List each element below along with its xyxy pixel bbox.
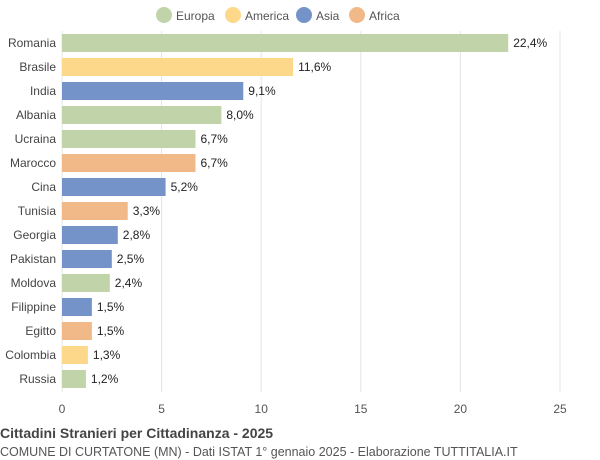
legend-marker-america: [225, 7, 241, 23]
data-label: 1,5%: [97, 324, 125, 338]
category-label: Marocco: [10, 156, 56, 170]
data-label: 3,3%: [133, 204, 161, 218]
x-tick-label: 10: [255, 402, 269, 416]
bar-moldova: [62, 274, 110, 292]
chart-title: Cittadini Stranieri per Cittadinanza - 2…: [0, 425, 274, 441]
bar-marocco: [62, 154, 196, 172]
legend-marker-asia: [296, 7, 312, 23]
category-label: Russia: [19, 372, 56, 386]
bar-pakistan: [62, 250, 112, 268]
x-tick-label: 5: [158, 402, 165, 416]
category-label: Moldova: [11, 276, 57, 290]
legend-label: Europa: [176, 9, 215, 23]
bar-egitto: [62, 322, 92, 340]
category-label: Filippine: [11, 300, 56, 314]
data-label: 6,7%: [200, 156, 228, 170]
legend-marker-europa: [156, 7, 172, 23]
bar-filippine: [62, 298, 92, 316]
legend-marker-africa: [349, 7, 365, 23]
bar-ucraina: [62, 130, 196, 148]
data-label: 2,8%: [123, 228, 151, 242]
legend-label: Asia: [316, 9, 340, 23]
category-label: Colombia: [5, 348, 56, 362]
x-tick-label: 20: [454, 402, 468, 416]
legend-label: Africa: [369, 9, 400, 23]
data-label: 11,6%: [298, 60, 331, 74]
category-label: Cina: [31, 180, 56, 194]
category-label: Brasile: [19, 60, 56, 74]
data-label: 1,3%: [93, 348, 121, 362]
bar-brasile: [62, 58, 294, 76]
x-tick-label: 0: [59, 402, 66, 416]
category-label: Georgia: [13, 228, 56, 242]
legend-label: America: [245, 9, 289, 23]
category-label: Tunisia: [18, 204, 57, 218]
category-label: Romania: [8, 36, 56, 50]
bar-india: [62, 82, 244, 100]
category-label: Egitto: [25, 324, 56, 338]
x-tick-label: 15: [354, 402, 368, 416]
data-label: 8,0%: [226, 108, 254, 122]
data-label: 2,5%: [117, 252, 145, 266]
bar-tunisia: [62, 202, 128, 220]
bar-georgia: [62, 226, 118, 244]
data-label: 9,1%: [248, 84, 276, 98]
category-label: Albania: [16, 108, 56, 122]
x-tick-label: 25: [553, 402, 567, 416]
category-label: India: [30, 84, 56, 98]
data-label: 5,2%: [171, 180, 199, 194]
data-label: 1,2%: [91, 372, 119, 386]
bar-colombia: [62, 346, 88, 364]
data-label: 6,7%: [200, 132, 228, 146]
category-label: Ucraina: [15, 132, 57, 146]
chart-subtitle: COMUNE DI CURTATONE (MN) - Dati ISTAT 1°…: [0, 445, 518, 459]
data-label: 22,4%: [513, 36, 547, 50]
data-label: 1,5%: [97, 300, 125, 314]
bar-russia: [62, 370, 86, 388]
bar-chart: 0 5 10 15 20 25 Romania 22,4% Brasile 11,6% India 9…: [5, 7, 567, 416]
bar-romania: [62, 34, 509, 52]
data-label: 2,4%: [115, 276, 143, 290]
bar-albania: [62, 106, 222, 124]
category-label: Pakistan: [10, 252, 56, 266]
bar-cina: [62, 178, 166, 196]
